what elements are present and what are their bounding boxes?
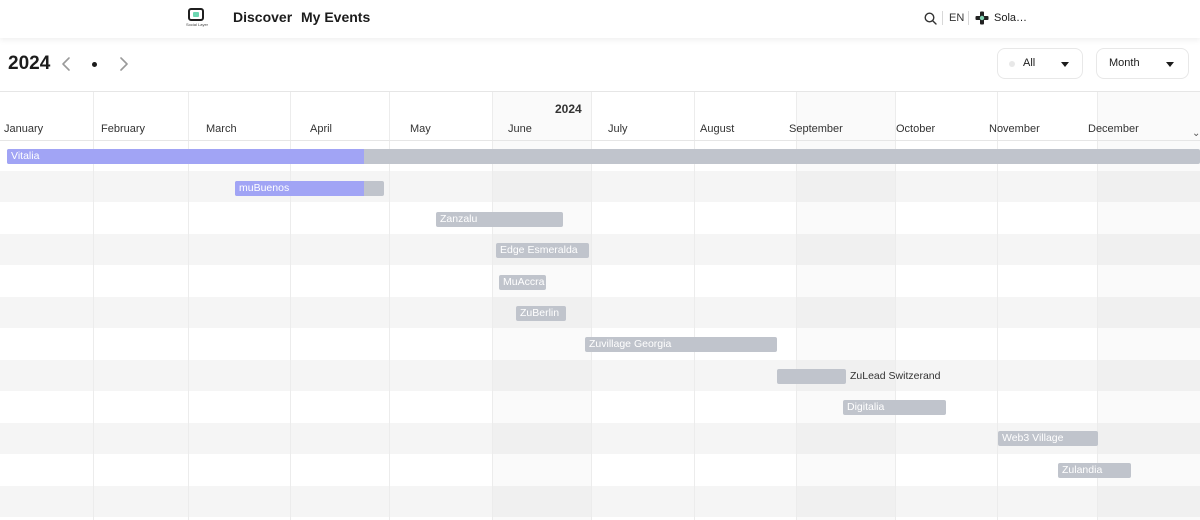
grid-line <box>895 92 896 520</box>
row-stripe <box>0 486 1200 517</box>
row-stripe <box>0 171 1200 202</box>
caret-down-icon <box>1061 62 1069 67</box>
filter-color-dot <box>1009 61 1015 67</box>
nav-my-events[interactable]: My Events <box>301 9 371 25</box>
view-mode-label: Month <box>1109 57 1140 69</box>
account-name[interactable]: Sola… <box>994 12 1028 24</box>
divider <box>942 11 943 25</box>
grid-line <box>591 92 592 520</box>
event-bar-zuberlin[interactable]: ZuBerlin <box>516 306 566 321</box>
event-bar-zuvillage-georgia[interactable]: Zuvillage Georgia <box>585 337 777 352</box>
event-label: Zuvillage Georgia <box>589 338 672 350</box>
month-label-may: May <box>410 123 431 135</box>
nav-discover[interactable]: Discover <box>233 9 293 25</box>
event-bar-zanzalu[interactable]: Zanzalu <box>436 212 563 227</box>
month-label-july: July <box>608 123 628 135</box>
chevron-left-icon[interactable] <box>60 56 74 72</box>
event-label: Web3 Village <box>1002 432 1064 444</box>
event-bar-digitalia[interactable]: Digitalia <box>843 400 946 415</box>
social-layer-logo[interactable]: Social Layer <box>186 8 208 28</box>
row-stripe <box>0 297 1200 328</box>
month-label-october: October <box>896 123 936 135</box>
month-label-september: September <box>789 123 843 135</box>
timeline-header: 2024 January February March April May Ju… <box>0 92 1200 141</box>
divider <box>968 11 969 25</box>
chevron-right-icon[interactable] <box>117 56 131 72</box>
today-button[interactable] <box>92 62 97 67</box>
month-label-december: December <box>1088 123 1139 135</box>
month-label-april: April <box>310 123 333 135</box>
event-bar-zulandia[interactable]: Zulandia <box>1058 463 1131 478</box>
month-label-march: March <box>206 123 237 135</box>
event-label: Digitalia <box>847 401 885 413</box>
event-progress <box>235 181 364 196</box>
row-stripe <box>0 360 1200 391</box>
event-label: Zulandia <box>1062 464 1103 476</box>
caret-down-icon <box>1166 62 1174 67</box>
grid-line <box>93 92 94 520</box>
timeline-gantt: 2024 January February March April May Ju… <box>0 91 1200 520</box>
filter-dropdown[interactable]: All <box>997 48 1083 79</box>
event-progress <box>7 149 364 164</box>
search-icon[interactable] <box>924 12 937 25</box>
logo-text: Social Layer <box>186 22 209 27</box>
event-bar-edge-esmeralda[interactable]: Edge Esmeralda <box>496 243 589 258</box>
calendar-year-title: 2024 <box>8 53 51 74</box>
grid-line <box>796 92 797 520</box>
grid-line <box>188 92 189 520</box>
month-label-november: November <box>989 123 1040 135</box>
event-label: Edge Esmeralda <box>500 244 578 256</box>
filter-dropdown-label: All <box>1023 57 1036 69</box>
month-label-february: February <box>101 123 146 135</box>
event-bar-vitalia[interactable]: Vitalia <box>7 149 1200 164</box>
month-label-august: August <box>700 123 735 135</box>
event-label: Zanzalu <box>440 213 478 225</box>
event-bar-muaccra[interactable]: MuAccra <box>499 275 546 290</box>
row-stripe <box>0 234 1200 265</box>
event-bar-web3-village[interactable]: Web3 Village <box>998 431 1098 446</box>
grid-line <box>997 92 998 520</box>
timeline-year-label: 2024 <box>555 102 582 116</box>
event-bar-zulead-switzerand[interactable] <box>777 369 846 384</box>
grid-line <box>389 92 390 520</box>
account-avatar-icon[interactable] <box>975 11 989 25</box>
event-label: ZuBerlin <box>520 307 560 319</box>
event-bar-mubuenos[interactable]: muBuenos <box>235 181 384 196</box>
event-label: MuAccra <box>503 276 545 288</box>
grid-line <box>694 92 695 520</box>
language-selector[interactable]: EN <box>949 12 965 24</box>
event-label: Vitalia <box>11 150 40 162</box>
month-label-january: January <box>4 123 44 135</box>
event-label-outside: ZuLead Switzerand <box>850 370 941 382</box>
month-label-june: June <box>508 123 532 135</box>
logo-mark <box>188 8 204 21</box>
grid-line <box>290 92 291 520</box>
event-label: muBuenos <box>239 182 290 194</box>
grid-line <box>1097 92 1098 520</box>
grid-line <box>492 92 493 520</box>
view-mode-dropdown[interactable]: Month <box>1096 48 1189 79</box>
top-navigation-bar: Social Layer Discover My Events EN Sola… <box>0 0 1200 38</box>
scroll-more-icon[interactable]: ⌄ <box>1192 128 1200 139</box>
